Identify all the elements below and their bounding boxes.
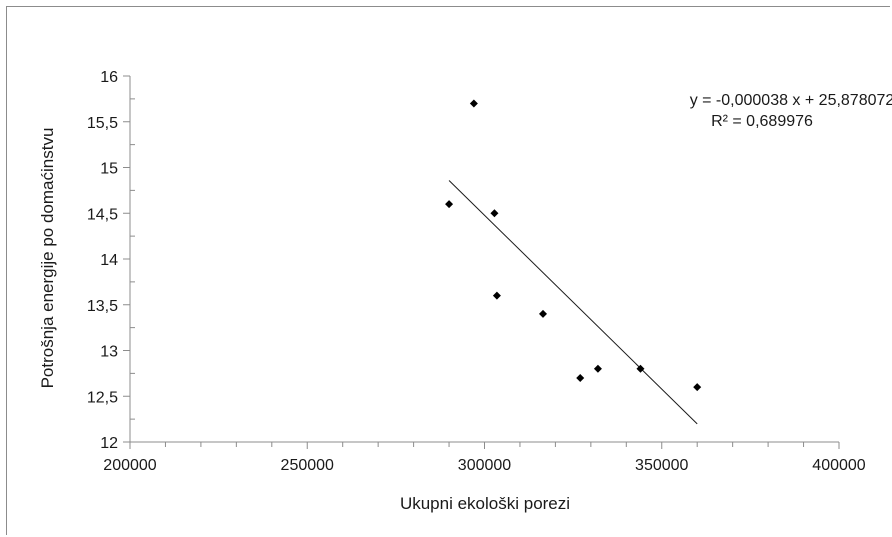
- data-point: [593, 364, 602, 373]
- y-axis-title: Potrošnja energije po domaćinstvu: [38, 128, 57, 389]
- x-tick-label: 400000: [812, 457, 865, 474]
- data-point: [469, 99, 478, 108]
- trendline-group: [448, 180, 698, 425]
- axes: [129, 76, 839, 443]
- x-tick-label: 300000: [458, 457, 511, 474]
- x-tick-label: 200000: [103, 457, 156, 474]
- r-squared-label: R² = 0,689976: [711, 113, 813, 130]
- trendline: [448, 180, 698, 425]
- data-point: [490, 209, 499, 218]
- data-point: [636, 364, 645, 373]
- trendline-equation: y = -0,000038 x + 25,878072: [690, 92, 892, 109]
- x-axis-title: Ukupni ekološki porezi: [400, 494, 570, 513]
- data-point: [492, 291, 501, 300]
- y-tick-label: 12,5: [87, 389, 118, 406]
- y-tick-label: 16: [100, 69, 118, 86]
- y-tick-label: 14,5: [87, 206, 118, 223]
- y-tick-label: 14: [100, 252, 118, 269]
- x-tick-label: 350000: [635, 457, 688, 474]
- y-tick-label: 13,5: [87, 298, 118, 315]
- x-axis-ticks: 200000 250000 300000 350000 400000: [103, 442, 866, 474]
- y-tick-label: 12: [100, 435, 118, 452]
- y-tick-label: 13: [100, 344, 118, 361]
- data-point: [538, 309, 547, 318]
- y-tick-label: 15,5: [87, 115, 118, 132]
- x-tick-label: 250000: [281, 457, 334, 474]
- data-point: [693, 383, 702, 392]
- data-point: [576, 373, 585, 382]
- data-points: [445, 99, 702, 392]
- y-axis-ticks: 12 12,5 13 13,5 14 14,5 15 15,5 16: [87, 69, 135, 452]
- y-tick-label: 15: [100, 161, 118, 178]
- chart-frame: [6, 6, 890, 535]
- data-point: [445, 200, 454, 209]
